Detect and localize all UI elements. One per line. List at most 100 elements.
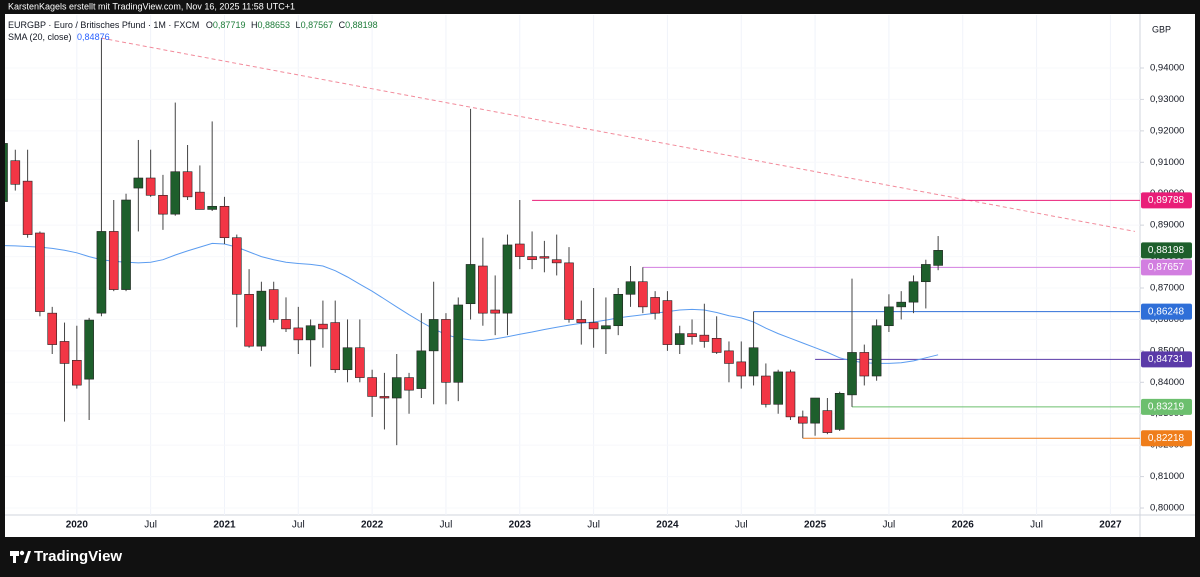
ohlc-value: 0,87719: [213, 20, 246, 30]
candle-body: [834, 393, 845, 430]
x-tick-label: Jul: [144, 520, 157, 531]
candle-body: [724, 350, 734, 364]
candle-body: [35, 232, 45, 312]
candle-body: [256, 290, 267, 347]
ohlc-value: 0,87567: [301, 20, 334, 30]
price-label-bg: [1141, 192, 1192, 209]
plot-area: [5, 37, 1140, 446]
candle-body: [687, 333, 697, 338]
candle-body: [330, 322, 341, 371]
candle-body: [465, 264, 476, 305]
ohlc-key: H: [251, 20, 258, 30]
candle-body: [318, 323, 328, 330]
x-tick-label: 2026: [952, 520, 975, 531]
logo-shape: [19, 550, 25, 556]
candle-body: [195, 191, 205, 210]
ohlc-key: C: [339, 20, 346, 30]
price-label: 0,86248: [1148, 306, 1185, 317]
x-tick-label: Jul: [292, 520, 305, 531]
candle-body: [145, 177, 156, 196]
candle-body: [613, 293, 624, 327]
candle-body: [908, 281, 919, 303]
candle-body: [588, 322, 599, 330]
x-tick-label: 2023: [509, 520, 532, 531]
candle-body: [219, 205, 230, 239]
last-price-bg: [1141, 242, 1192, 259]
candle-body: [453, 304, 464, 383]
candle-body: [761, 375, 771, 405]
candle-body: [711, 337, 722, 353]
y-tick-label: 0,85000: [1150, 345, 1184, 356]
candle-body: [527, 256, 537, 261]
price-label-bg: [1141, 351, 1192, 368]
candle-body: [625, 281, 636, 295]
price-label: 0,89788: [1148, 195, 1185, 206]
candle-body: [785, 371, 796, 418]
candle-body: [170, 171, 181, 215]
candle-body: [514, 243, 525, 257]
candle-body: [478, 265, 488, 314]
candle-body: [72, 359, 82, 386]
attribution: KarstenKagels erstellt mit TradingView.c…: [8, 1, 295, 11]
candle-body: [231, 237, 242, 295]
y-tick-label: 0,87000: [1150, 283, 1184, 294]
candle-body: [933, 250, 943, 266]
candle-body: [305, 325, 316, 341]
y-tick-label: 0,93000: [1150, 94, 1184, 105]
candle-body: [96, 231, 107, 314]
candle-body: [293, 327, 304, 341]
price-label-bg: [1141, 259, 1192, 276]
chart-panel: [5, 14, 1195, 537]
x-tick-label: 2024: [656, 520, 679, 531]
symbol: EURGBP · Euro / Britisches Pfund · 1M · …: [8, 20, 199, 30]
price-label: 0,87657: [1148, 262, 1185, 273]
symbol-legend: EURGBP · Euro / Britisches Pfund · 1M · …: [8, 20, 378, 30]
candle-body: [551, 259, 562, 264]
axes: 2020 Jul 2021 Jul 2022 Jul 2023 Jul 2024 Jul 2025 J…: [66, 63, 1192, 531]
candle-body: [797, 416, 808, 424]
candle-body: [921, 264, 931, 283]
x-tick-label: Jul: [440, 520, 453, 531]
candle-body: [379, 396, 390, 399]
logo-shape: [13, 551, 16, 563]
y-tick-label: 0,91000: [1150, 157, 1184, 168]
candle-body: [5, 143, 8, 202]
price-label-bg: [1141, 303, 1192, 320]
trend-line: [101, 37, 1136, 232]
x-tick-label: 2020: [66, 520, 89, 531]
candle-body: [884, 306, 894, 327]
candle-body: [121, 199, 131, 290]
price-label: 0,83219: [1148, 401, 1185, 412]
candle-body: [564, 262, 574, 320]
y-tick-label: 0,94000: [1150, 63, 1184, 74]
ohlc-value: 0,88198: [345, 20, 378, 30]
x-tick-label: 2027: [1099, 520, 1122, 531]
logo-shape: [24, 551, 31, 563]
candle-body: [576, 319, 587, 323]
candle-body: [674, 333, 685, 345]
candle-body: [416, 350, 427, 389]
candle-body: [84, 319, 94, 380]
candle-body: [662, 300, 673, 345]
candle-body: [490, 309, 500, 314]
candle-body: [748, 347, 759, 377]
candle-body: [773, 371, 783, 405]
candle-body: [158, 194, 168, 215]
candle-body: [59, 341, 70, 364]
candle-body: [108, 231, 119, 290]
candle-body: [539, 256, 550, 259]
brand: TradingView: [34, 548, 122, 565]
x-tick-label: Jul: [735, 520, 748, 531]
price-label: 0,82218: [1148, 433, 1185, 444]
x-tick-label: 2022: [361, 520, 384, 531]
ohlc-key: L: [296, 20, 301, 30]
candle-body: [391, 377, 402, 399]
candle-body: [601, 325, 611, 330]
candle-body: [10, 160, 21, 185]
candle-body: [810, 397, 820, 424]
candle-body: [822, 410, 833, 433]
brand-logo: [10, 550, 31, 563]
candle-body: [342, 347, 353, 371]
